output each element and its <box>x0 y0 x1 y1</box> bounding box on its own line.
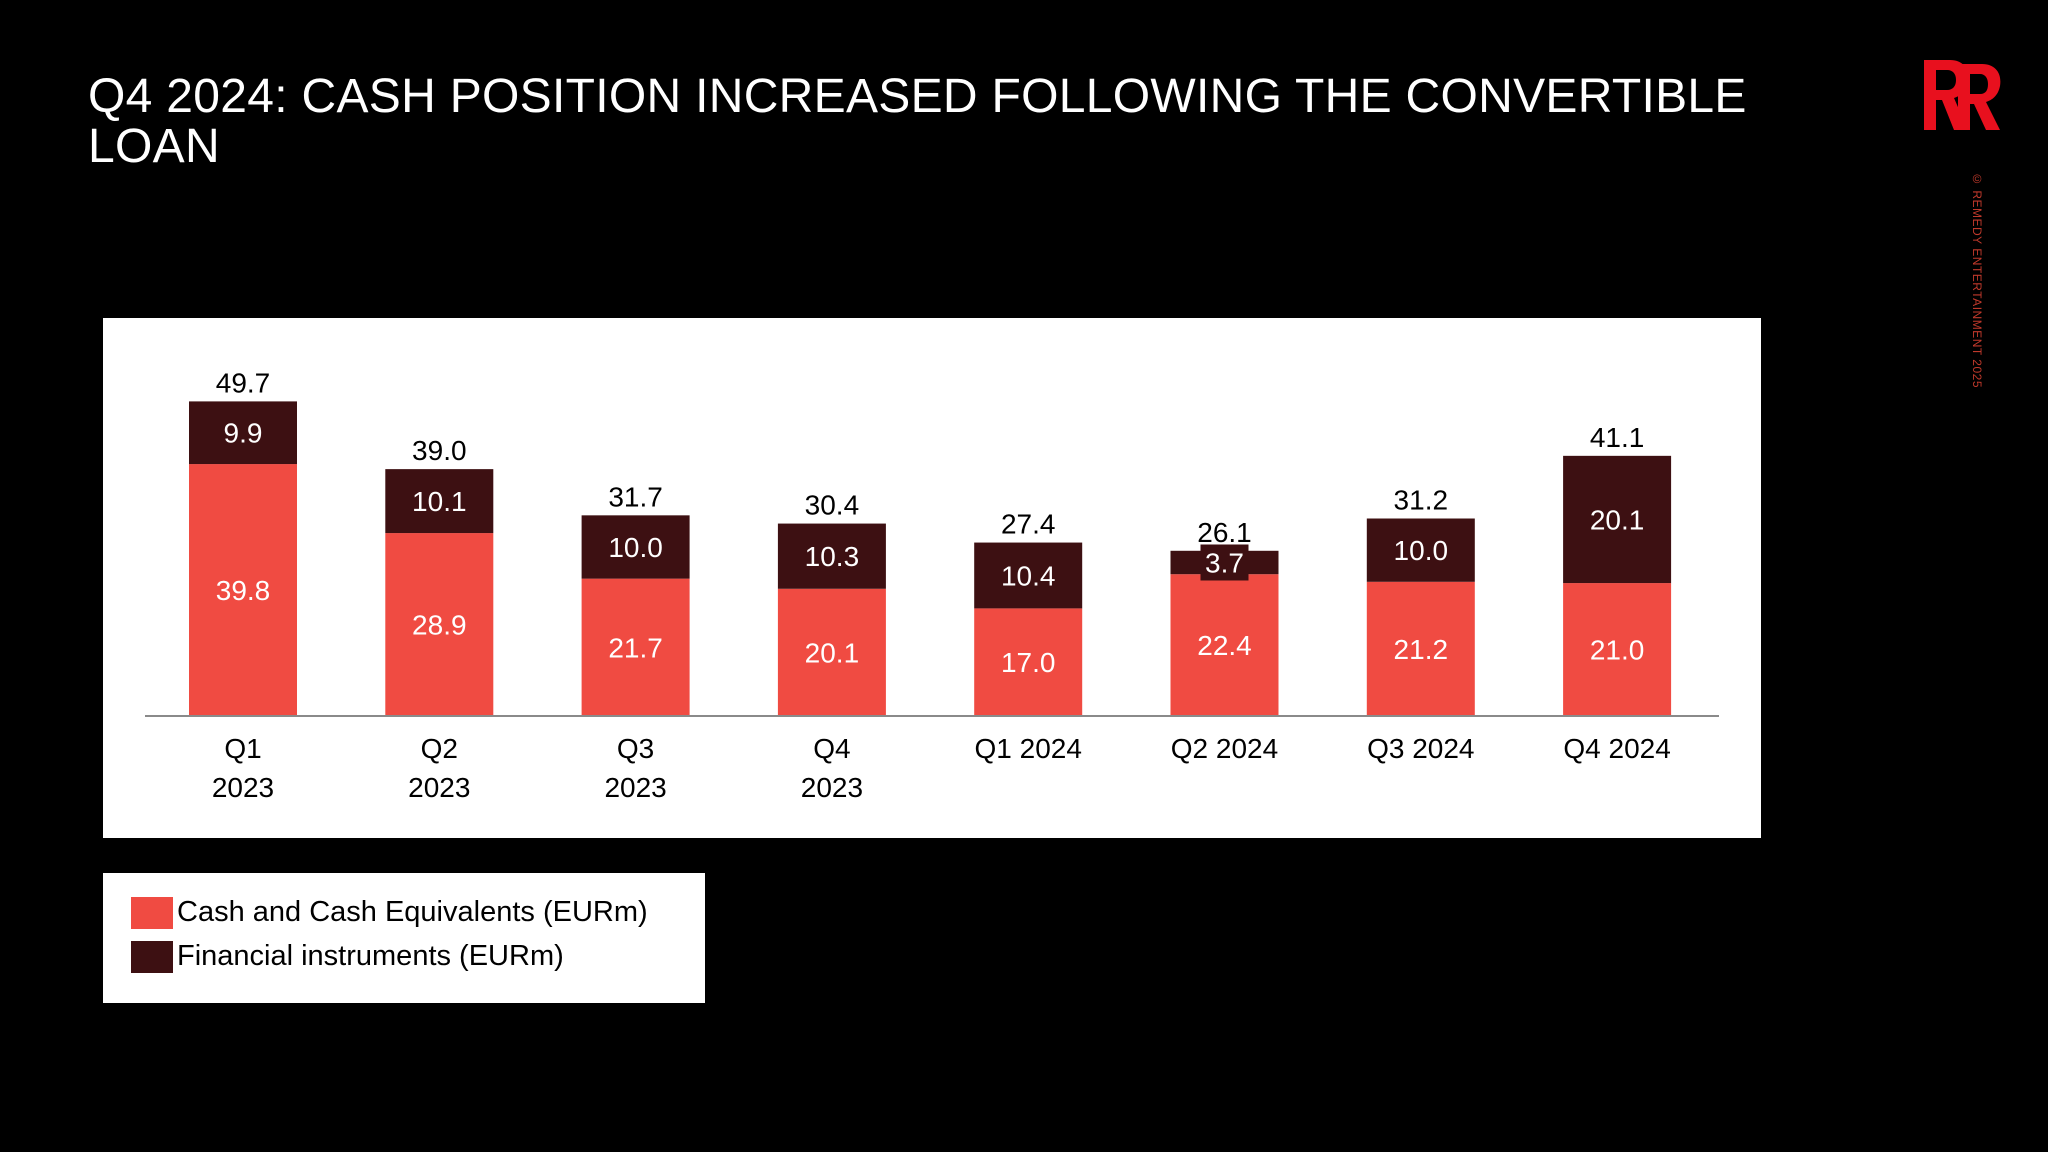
chart-panel: 39.8 9.9 49.7 Q1 2023 28.9 10.1 39.0 Q2 2023 21.7 1… <box>103 318 1761 838</box>
total-label-1: 39.0 <box>412 435 467 466</box>
chart-legend: Cash and Cash Equivalents (EURm) Financi… <box>103 873 705 1003</box>
stacked-bar-chart: 39.8 9.9 49.7 Q1 2023 28.9 10.1 39.0 Q2 2023 21.7 1… <box>145 367 1719 803</box>
remedy-logo-icon <box>1920 54 2004 138</box>
data-label-cash-4: 17.0 <box>1001 647 1055 678</box>
bar-cash-6 <box>1366 581 1475 716</box>
bar-cash-4 <box>974 608 1083 716</box>
legend-item-financial-instruments: Financial instruments (EURm) <box>131 940 564 973</box>
x-tick-label-3-line-1: 2023 <box>801 772 863 803</box>
total-label-2: 31.7 <box>608 481 663 512</box>
bar-financial-instruments-6 <box>1366 518 1475 582</box>
data-label-financial-instruments-1: 10.1 <box>412 486 467 517</box>
x-tick-label-0-line-0: Q1 <box>224 733 261 764</box>
bar-financial-instruments-1 <box>385 469 494 534</box>
logo-letter-r-back <box>1958 64 2001 130</box>
legend-swatch-financial-instruments <box>131 940 173 973</box>
total-label-5: 26.1 <box>1197 517 1252 548</box>
data-label-financial-instruments-0: 9.9 <box>224 418 263 449</box>
x-tick-label-0-line-1: 2023 <box>212 772 274 803</box>
bar-financial-instruments-3 <box>777 523 886 589</box>
x-tick-label-3-line-0: Q4 <box>813 733 850 764</box>
total-label-7: 41.1 <box>1590 422 1645 453</box>
total-label-3: 30.4 <box>805 490 860 521</box>
data-label-cash-7: 21.0 <box>1590 635 1645 666</box>
x-tick-label-7: Q4 2024 <box>1563 733 1670 764</box>
logo-letter-r-front <box>1924 60 1969 130</box>
bar-financial-instruments-2 <box>581 515 690 579</box>
remedy-logo-svg <box>1924 60 2001 130</box>
data-label-financial-instruments-4: 10.4 <box>1001 560 1055 591</box>
data-label-financial-instruments-6: 10.0 <box>1394 535 1449 566</box>
data-label-cash-6: 21.2 <box>1394 634 1449 665</box>
data-label-cash-3: 20.1 <box>805 637 860 668</box>
data-label-cash-2: 21.7 <box>608 632 663 663</box>
data-label-financial-instruments-3: 10.3 <box>805 541 860 572</box>
bar-cash-1 <box>385 533 494 716</box>
data-label-financial-instruments-7: 20.1 <box>1590 504 1645 535</box>
data-label-financial-instruments-2: 10.0 <box>608 532 663 563</box>
bar-financial-instruments-7 <box>1563 455 1672 584</box>
x-tick-label-6: Q3 2024 <box>1367 733 1474 764</box>
x-tick-label-1-line-0: Q2 <box>421 733 458 764</box>
x-tick-label-4: Q1 2024 <box>974 733 1081 764</box>
legend-label-financial-instruments: Financial instruments (EURm) <box>177 940 564 972</box>
legend-item-cash: Cash and Cash Equivalents (EURm) <box>131 896 648 929</box>
data-label-bg-financial-instruments-5 <box>1200 544 1249 581</box>
legend-swatch-cash <box>131 896 173 929</box>
data-label-cash-5: 22.4 <box>1197 630 1252 661</box>
bar-cash-7 <box>1563 583 1672 716</box>
bar-financial-instruments-4 <box>974 542 1083 609</box>
legend-label-cash: Cash and Cash Equivalents (EURm) <box>177 896 648 928</box>
bar-cash-2 <box>581 578 690 716</box>
copyright-notice: © REMEDY ENTERTAINMENT 2025 <box>1970 172 1984 388</box>
bar-cash-3 <box>777 588 886 716</box>
x-tick-label-1-line-1: 2023 <box>408 772 470 803</box>
total-label-4: 27.4 <box>1001 509 1055 540</box>
page-title: Q4 2024: CASH POSITION INCREASED FOLLOWI… <box>88 70 1747 173</box>
data-label-financial-instruments-5: 3.7 <box>1205 547 1244 578</box>
total-label-6: 31.2 <box>1394 485 1449 516</box>
bar-cash-5 <box>1170 574 1279 716</box>
bar-financial-instruments-0 <box>189 401 297 465</box>
data-label-cash-1: 28.9 <box>412 610 467 641</box>
x-tick-label-2-line-0: Q3 <box>617 733 654 764</box>
bar-cash-0 <box>189 464 297 716</box>
total-label-0: 49.7 <box>216 367 271 398</box>
x-tick-label-2-line-1: 2023 <box>604 772 666 803</box>
data-label-cash-0: 39.8 <box>216 575 271 606</box>
x-tick-label-5: Q2 2024 <box>1171 733 1278 764</box>
